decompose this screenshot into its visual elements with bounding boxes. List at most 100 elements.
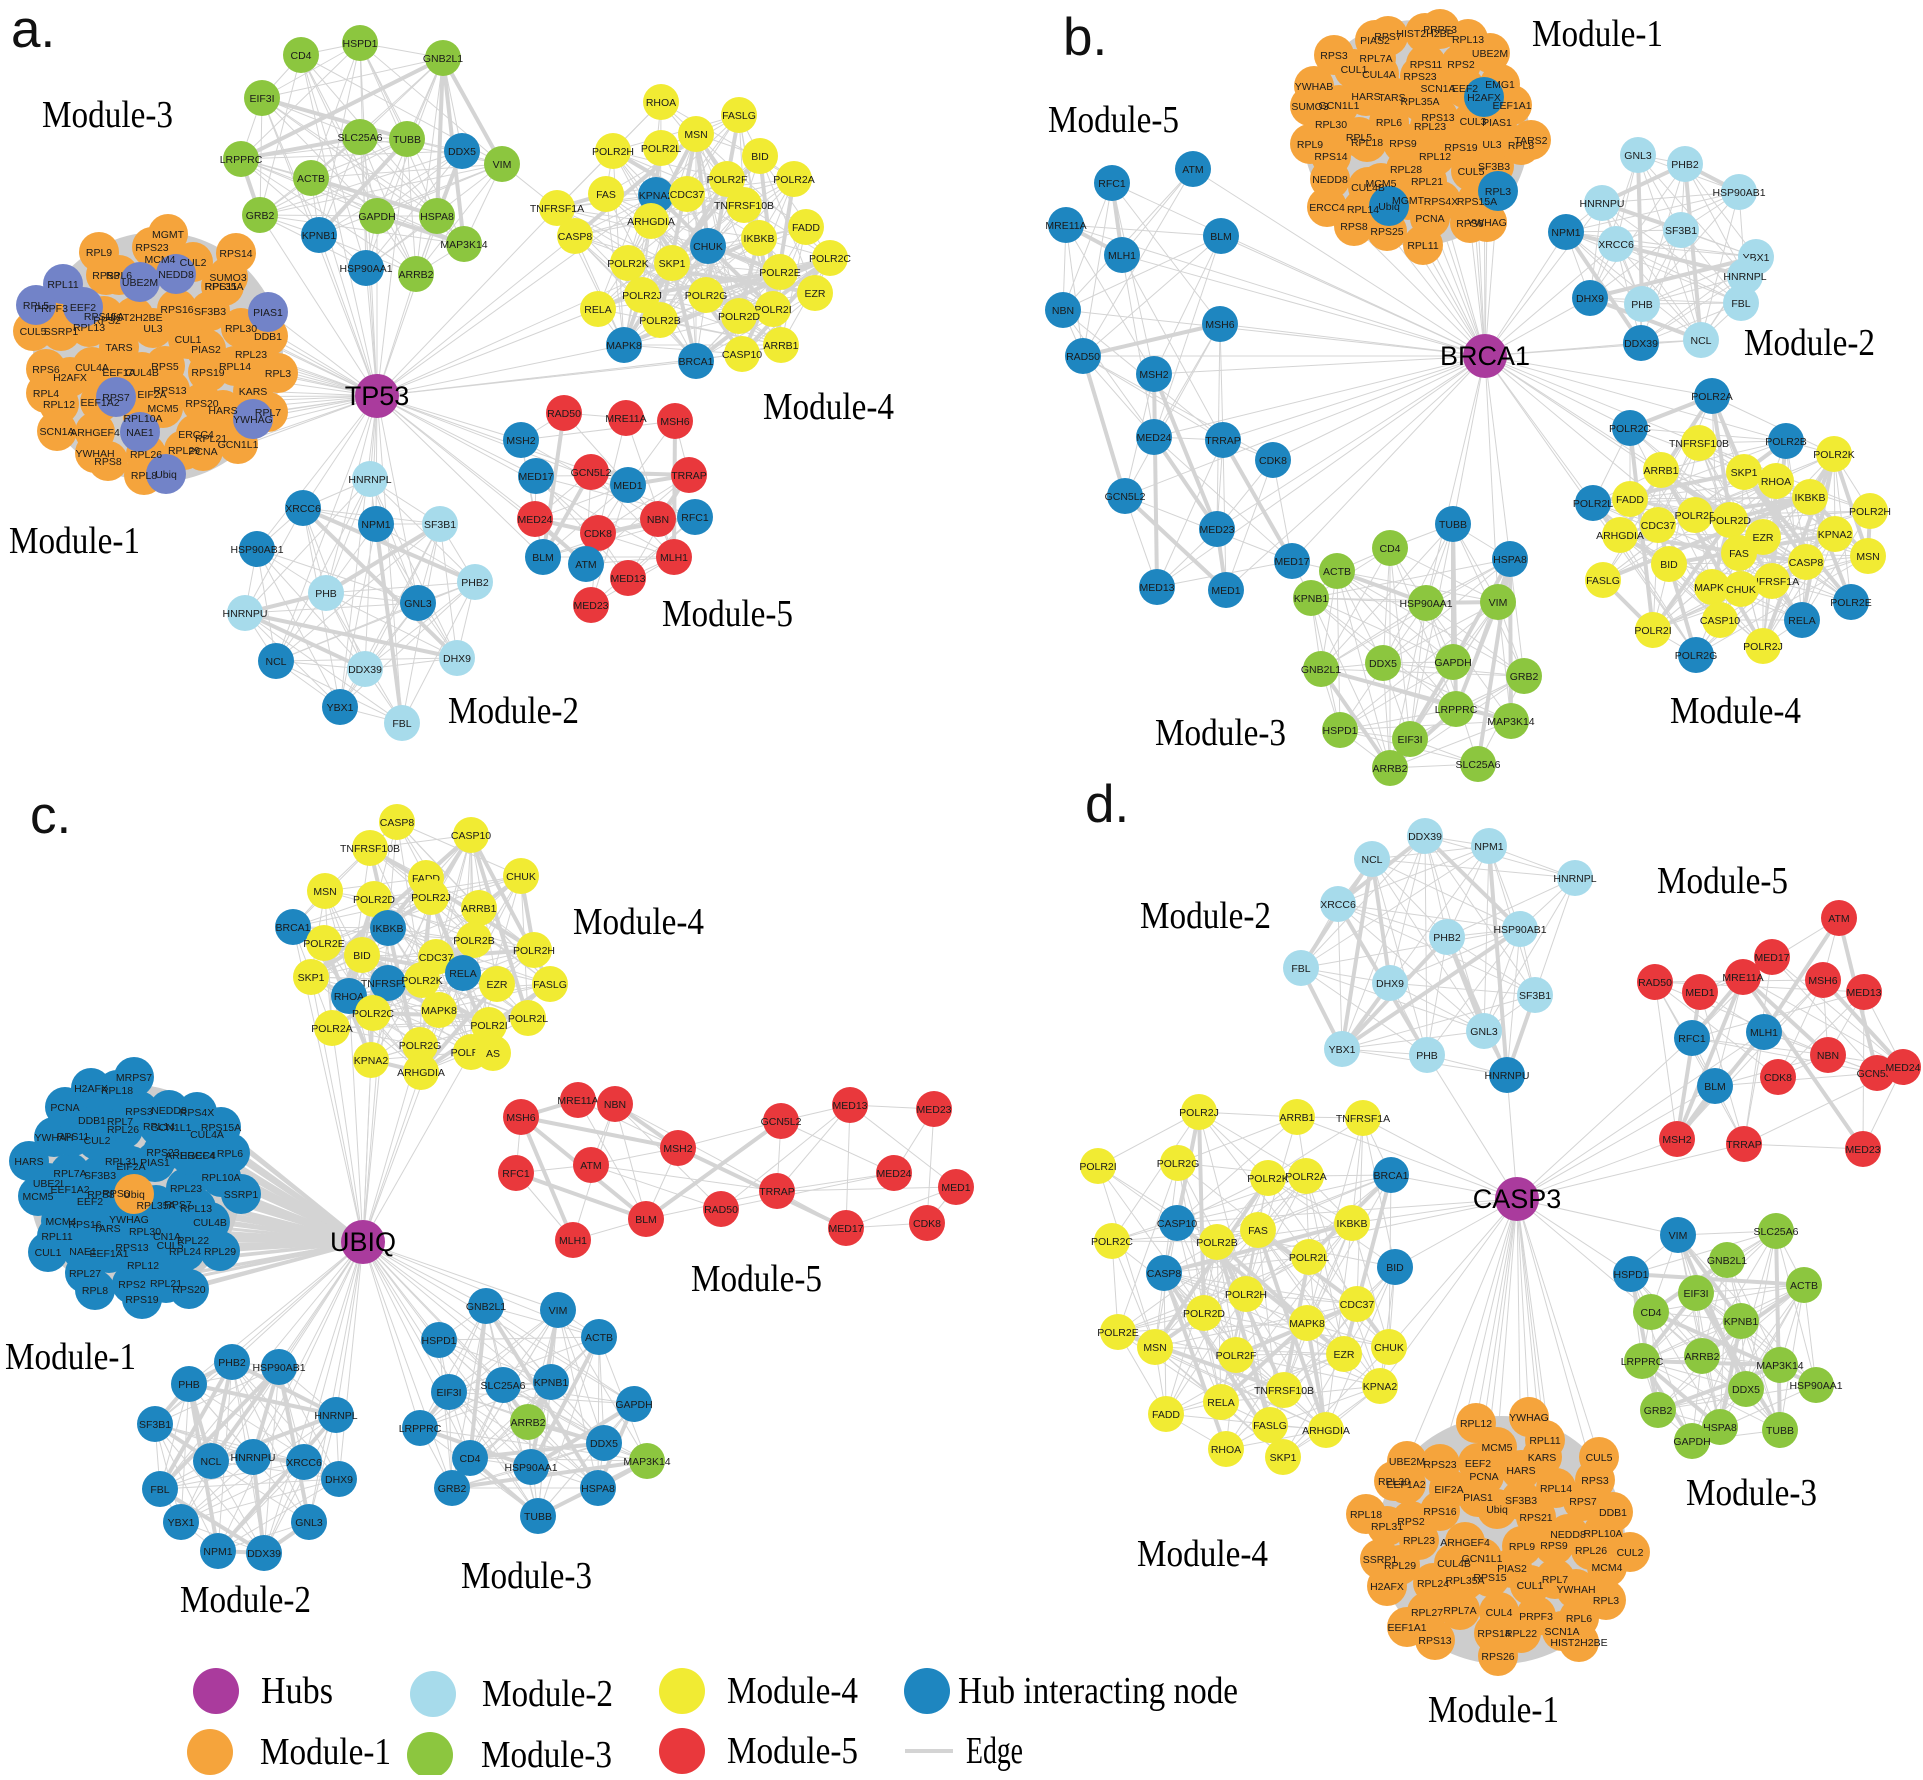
svg-text:SKP1: SKP1	[659, 258, 686, 270]
svg-text:ERCC4: ERCC4	[180, 1150, 216, 1162]
svg-text:RPS16: RPS16	[160, 304, 193, 316]
svg-text:DDX5: DDX5	[1732, 1384, 1760, 1396]
svg-text:RPL23: RPL23	[1414, 121, 1446, 133]
svg-text:GNB2L1: GNB2L1	[466, 1301, 506, 1313]
svg-text:Module-3: Module-3	[42, 94, 173, 136]
svg-text:PRPF3: PRPF3	[34, 303, 68, 315]
svg-text:Module-3: Module-3	[1155, 712, 1286, 754]
svg-text:RFC1: RFC1	[681, 512, 709, 524]
svg-text:PRPF3: PRPF3	[1519, 1611, 1553, 1623]
svg-text:RPL13: RPL13	[1452, 34, 1484, 46]
svg-text:RPL31: RPL31	[1371, 1521, 1403, 1533]
svg-text:POLR2I: POLR2I	[754, 304, 791, 316]
svg-text:ACTB: ACTB	[585, 1332, 613, 1344]
svg-text:MED13: MED13	[1139, 582, 1174, 594]
svg-text:HNRNPU: HNRNPU	[1485, 1070, 1530, 1082]
svg-text:RPS25: RPS25	[1370, 226, 1403, 238]
svg-text:MRE11A: MRE11A	[605, 413, 646, 425]
svg-text:YWHAG: YWHAG	[109, 1214, 149, 1226]
svg-text:MSH6: MSH6	[1205, 319, 1234, 331]
svg-text:ATM: ATM	[1828, 913, 1849, 925]
svg-text:GAPDH: GAPDH	[1434, 657, 1471, 669]
svg-text:RPL26: RPL26	[130, 449, 162, 461]
svg-text:RPL30: RPL30	[1378, 1476, 1410, 1488]
svg-text:NAE1: NAE1	[126, 427, 154, 439]
svg-text:RPL21: RPL21	[1411, 176, 1443, 188]
svg-text:MLH1: MLH1	[559, 1235, 587, 1247]
svg-text:MAPK8: MAPK8	[1694, 582, 1730, 594]
svg-text:RPS15A: RPS15A	[201, 1122, 241, 1134]
svg-text:RPS16: RPS16	[68, 1219, 101, 1231]
svg-text:MLH1: MLH1	[1750, 1027, 1778, 1039]
svg-text:POLR2G: POLR2G	[399, 1040, 442, 1052]
svg-text:RPS3: RPS3	[125, 1106, 153, 1118]
svg-text:TRRAP: TRRAP	[671, 470, 707, 482]
svg-text:POLR2C: POLR2C	[352, 1008, 394, 1020]
svg-text:NBN: NBN	[604, 1099, 626, 1111]
svg-text:ACTB: ACTB	[1790, 1280, 1818, 1292]
svg-text:FAS: FAS	[1248, 1225, 1268, 1237]
svg-text:POLR2B: POLR2B	[1765, 436, 1806, 448]
svg-text:POLR2I: POLR2I	[1634, 625, 1671, 637]
svg-text:VIM: VIM	[549, 1305, 568, 1317]
svg-text:EZR: EZR	[1753, 532, 1774, 544]
svg-text:ARHGEF4: ARHGEF4	[165, 1150, 215, 1162]
svg-text:SSRP1: SSRP1	[1363, 1554, 1398, 1566]
svg-text:POLR2F: POLR2F	[1216, 1350, 1257, 1362]
svg-text:RPL7A: RPL7A	[1443, 1605, 1476, 1617]
svg-text:POLR2H: POLR2H	[513, 945, 555, 957]
svg-text:SF3B3: SF3B3	[194, 306, 226, 318]
svg-text:SF3B1: SF3B1	[424, 519, 456, 531]
svg-text:RPL29: RPL29	[204, 1246, 236, 1258]
svg-text:MAPK8: MAPK8	[1289, 1318, 1325, 1330]
svg-text:H2AFX: H2AFX	[53, 372, 87, 384]
svg-text:ARRB2: ARRB2	[1372, 763, 1407, 775]
svg-text:H2AFX: H2AFX	[74, 1083, 108, 1095]
svg-text:HARS: HARS	[208, 405, 237, 417]
svg-text:ACTB: ACTB	[1323, 566, 1351, 578]
svg-text:ACTB: ACTB	[297, 173, 325, 185]
svg-text:MED13: MED13	[610, 573, 645, 585]
svg-text:BID: BID	[353, 950, 371, 962]
svg-text:RPL24: RPL24	[169, 1246, 201, 1258]
svg-text:MCM4: MCM4	[1592, 1562, 1623, 1574]
svg-text:BRCA1: BRCA1	[678, 356, 713, 368]
svg-text:RPL6: RPL6	[217, 1148, 243, 1160]
svg-text:RPS7: RPS7	[164, 1199, 192, 1211]
svg-text:EEF1A1: EEF1A1	[1492, 100, 1531, 112]
svg-text:POLR2C: POLR2C	[1609, 423, 1651, 435]
svg-text:Ubiq: Ubiq	[1378, 201, 1400, 213]
svg-text:MED23: MED23	[1199, 524, 1234, 536]
svg-text:MED1: MED1	[941, 1182, 970, 1194]
svg-text:POLR2F: POLR2F	[707, 174, 748, 186]
svg-text:RPL6: RPL6	[1566, 1613, 1592, 1625]
svg-text:CUL5: CUL5	[20, 326, 47, 338]
svg-text:POLR2E: POLR2E	[1830, 597, 1871, 609]
svg-text:RPS20: RPS20	[172, 1284, 205, 1296]
svg-text:a.: a.	[11, 0, 55, 59]
svg-text:BRCA1: BRCA1	[275, 922, 310, 934]
svg-text:RFC1: RFC1	[502, 1168, 530, 1180]
svg-text:KPNA2: KPNA2	[354, 1055, 389, 1067]
svg-text:BID: BID	[751, 151, 769, 163]
svg-text:RPL3: RPL3	[1593, 1595, 1619, 1607]
svg-text:CUL1: CUL1	[35, 1247, 62, 1259]
svg-text:CDC37: CDC37	[1340, 1299, 1375, 1311]
svg-text:RPS7: RPS7	[102, 392, 130, 404]
svg-text:CASP8: CASP8	[1789, 557, 1824, 569]
svg-text:MCM5: MCM5	[148, 403, 179, 415]
svg-text:b.: b.	[1063, 8, 1107, 67]
svg-text:YWHAG: YWHAG	[233, 414, 273, 426]
svg-text:RPS3: RPS3	[1320, 50, 1348, 62]
svg-text:NCL: NCL	[200, 1456, 221, 1468]
svg-text:POLR2A: POLR2A	[311, 1023, 352, 1035]
svg-text:POLR2B: POLR2B	[453, 935, 494, 947]
svg-text:POLR2H: POLR2H	[1849, 506, 1891, 518]
svg-text:PRPF3: PRPF3	[1423, 24, 1457, 36]
svg-text:CUL4B: CUL4B	[193, 1217, 227, 1229]
svg-text:RPL23: RPL23	[235, 349, 267, 361]
svg-text:POLR2E: POLR2E	[1097, 1327, 1138, 1339]
svg-text:MCM5: MCM5	[1366, 178, 1397, 190]
svg-text:FBL: FBL	[150, 1484, 169, 1496]
svg-text:Module-4: Module-4	[573, 901, 704, 943]
